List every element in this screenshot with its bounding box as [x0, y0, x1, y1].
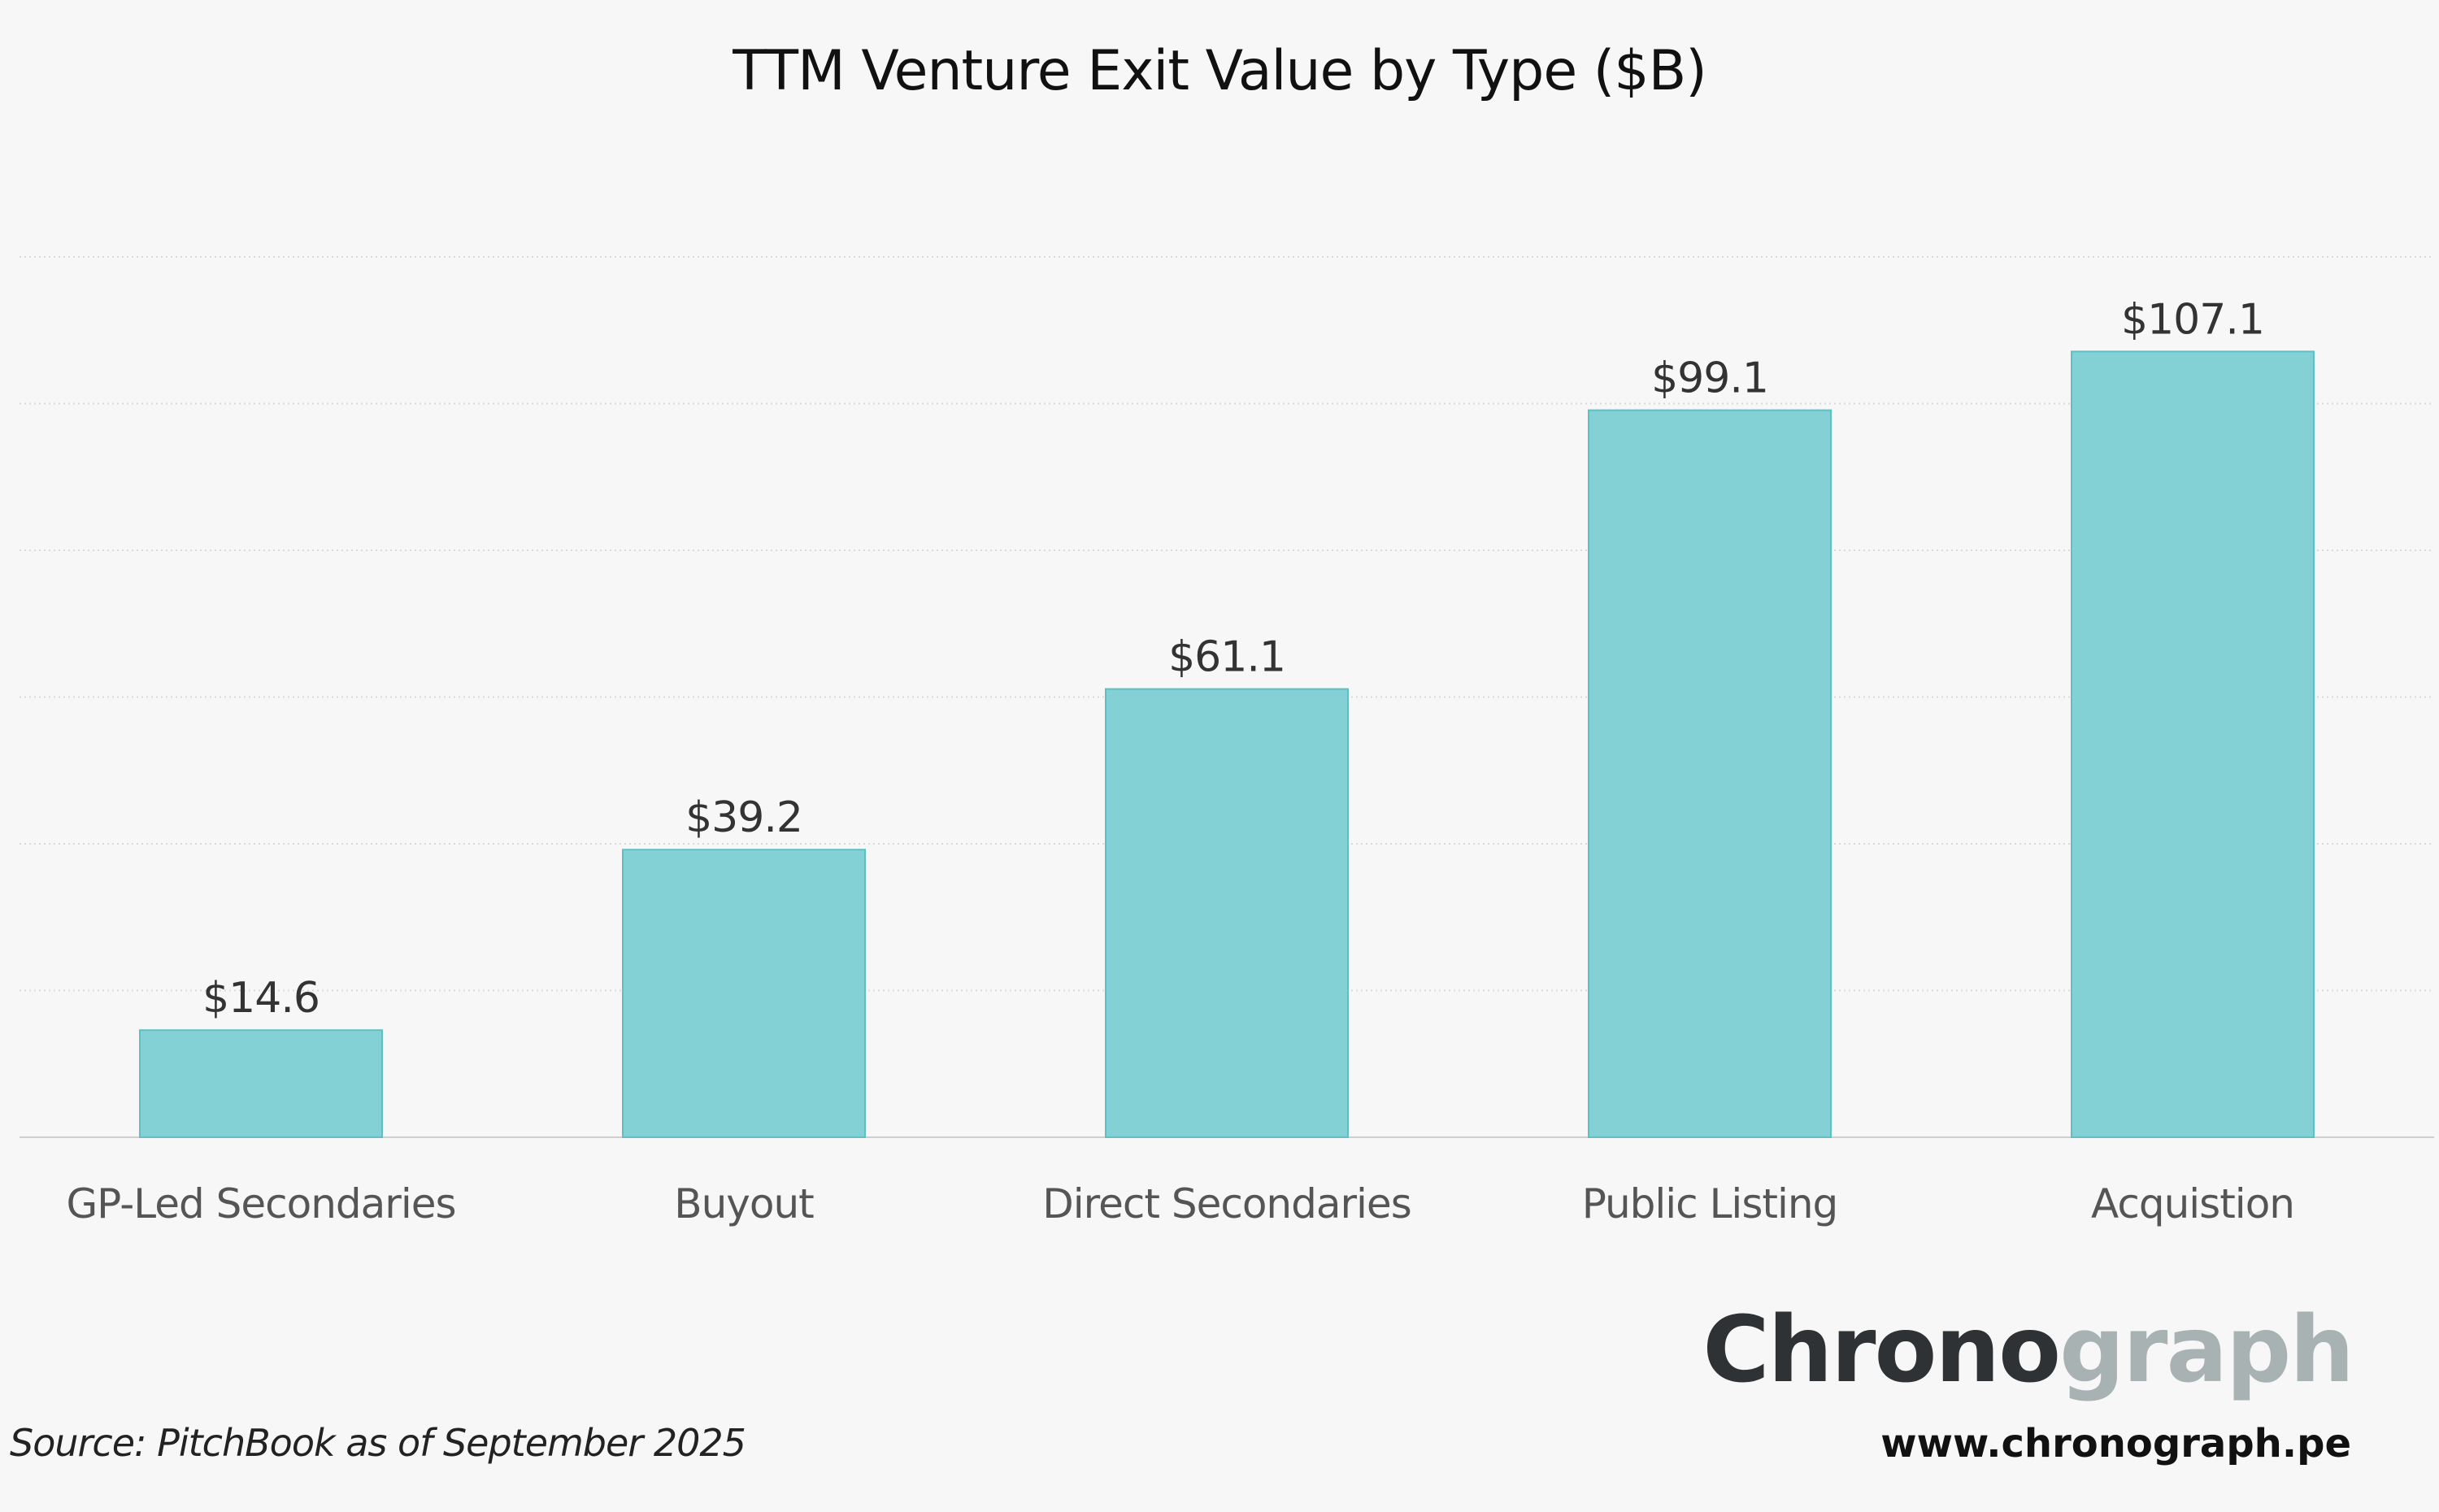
data-label: $14.6 — [202, 974, 320, 1023]
data-label: $107.1 — [2121, 295, 2264, 344]
chart-title: TTM Venture Exit Value by Type ($B) — [733, 39, 1707, 103]
bar — [622, 849, 866, 1138]
x-tick-label: Public Listing — [1582, 1180, 1838, 1227]
data-label: $39.2 — [685, 793, 802, 842]
x-tick-label: Acquistion — [2091, 1180, 2294, 1227]
source-note: Source: PitchBook as of September 2025 — [10, 1421, 746, 1465]
data-label: $99.1 — [1651, 354, 1768, 403]
x-tick-label: GP-Led Secondaries — [66, 1180, 455, 1227]
category-labels: GP-Led Secondaries Buyout Direct Secondari… — [66, 1180, 2295, 1227]
logo-light-part: graph — [2059, 1297, 2354, 1403]
x-tick-label: Direct Secondaries — [1042, 1180, 1411, 1227]
bar — [1105, 688, 1349, 1138]
bar — [1588, 409, 1832, 1138]
logo-dark-part: Chrono — [1702, 1297, 2061, 1403]
bars — [139, 350, 2315, 1138]
value-labels: $14.6 $39.2 $61.1 $99.1 $107.1 — [202, 295, 2265, 1023]
website-url: www.chronograph.pe — [1880, 1421, 2351, 1466]
data-label: $61.1 — [1168, 633, 1285, 682]
x-tick-label: Buyout — [674, 1180, 814, 1227]
chronograph-logo: Chronograph — [1702, 1305, 2354, 1396]
bar — [139, 1029, 383, 1138]
bar — [2071, 350, 2315, 1138]
